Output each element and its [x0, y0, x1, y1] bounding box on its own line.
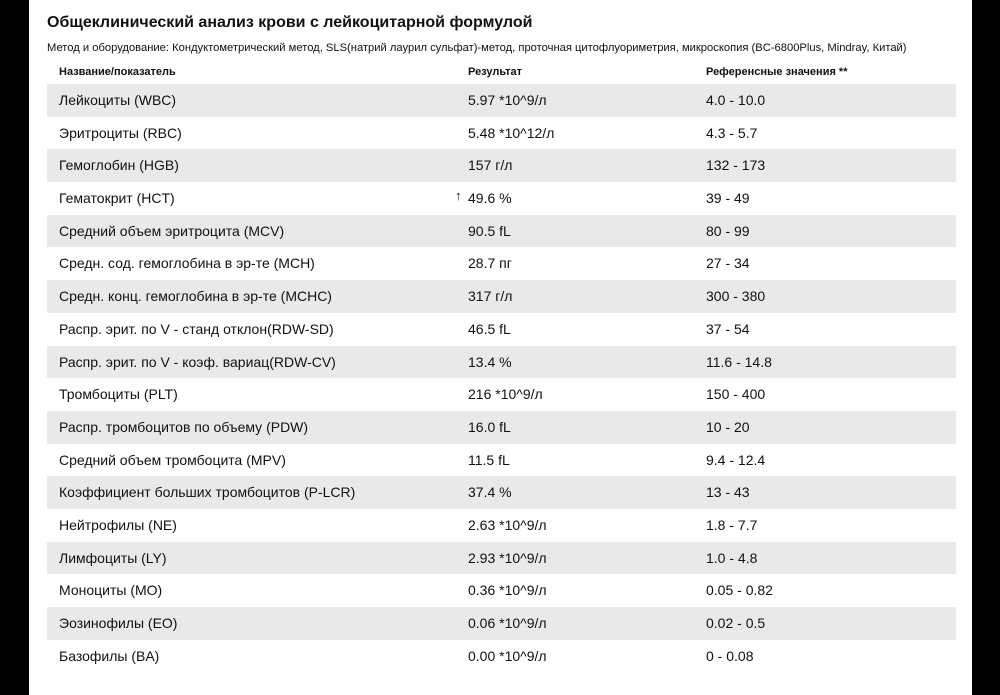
table-row: Моноциты (MO) 0.36 *10^9/л 0.05 - 0.82 — [47, 574, 956, 607]
parameter-name: Распр. эрит. по V - коэф. вариац(RDW-CV) — [59, 353, 336, 370]
reference-range: 1.8 - 7.7 — [706, 516, 758, 533]
reference-range: 300 - 380 — [706, 288, 766, 305]
result-value: 49.6 % — [468, 190, 512, 207]
table-row: Лейкоциты (WBC) 5.97 *10^9/л 4.0 - 10.0 — [47, 84, 956, 117]
reference-range: 150 - 400 — [706, 386, 766, 403]
table-row: Распр. тромбоцитов по объему (PDW) 16.0 f… — [47, 410, 956, 444]
results-table-body: Лейкоциты (WBC) 5.97 *10^9/л 4.0 - 10.0 Эри… — [47, 84, 956, 672]
table-row: Средн. конц. гемоглобина в эр-те (MCHC) 3… — [47, 280, 956, 313]
reference-range: 0.05 - 0.82 — [706, 582, 773, 599]
table-row: Коэффициент больших тромбоцитов (P-LCR) 3… — [47, 476, 956, 509]
table-row: Базофилы (BA) 0.00 *10^9/л 0 - 0.08 — [47, 640, 956, 673]
table-row: Средний объем эритроцита (MCV) 90.5 fL 80 … — [47, 214, 956, 248]
result-value: 2.63 *10^9/л — [468, 516, 547, 533]
reference-range: 0.02 - 0.5 — [706, 615, 766, 631]
parameter-name: Тромбоциты (PLT) — [59, 386, 178, 403]
method-equipment-note: Метод и оборудование: Кондуктометрически… — [47, 42, 907, 54]
reference-range: 13 - 43 — [706, 484, 750, 501]
parameter-name: Распр. тромбоцитов по объему (PDW) — [59, 418, 309, 435]
table-row: Эозинофилы (EO) 0.06 *10^9/л 0.02 - 0.5 — [47, 607, 956, 640]
reference-range: 10 - 20 — [706, 418, 750, 435]
table-row: Лимфоциты (LY) 2.93 *10^9/л 1.0 - 4.8 — [47, 541, 956, 575]
parameter-name: Лейкоциты (WBC) — [59, 92, 177, 108]
parameter-name: Распр. эрит. по V - станд отклон(RDW-SD) — [59, 320, 334, 337]
table-row: Гематокрит (HCT) ↑ 49.6 % 39 - 49 — [47, 182, 956, 215]
parameter-name: Базофилы (BA) — [59, 647, 160, 664]
result-value: 11.5 fL — [468, 451, 510, 468]
reference-range: 1.0 - 4.8 — [706, 549, 758, 566]
reference-range: 132 - 173 — [706, 157, 766, 174]
column-header-result: Результат — [468, 66, 523, 78]
parameter-name: Моноциты (MO) — [59, 582, 163, 599]
reference-range: 0 - 0.08 — [706, 647, 754, 664]
column-header-name: Название/показатель — [59, 66, 176, 78]
result-value: 157 г/л — [468, 157, 513, 174]
reference-range: 11.6 - 14.8 — [706, 353, 772, 370]
parameter-name: Средн. конц. гемоглобина в эр-те (MCHC) — [59, 288, 332, 305]
reference-range: 80 - 99 — [706, 222, 750, 239]
result-value: 13.4 % — [468, 353, 512, 370]
result-value: 216 *10^9/л — [468, 386, 543, 403]
result-value: 16.0 fL — [468, 418, 511, 435]
table-row: Распр. эрит. по V - станд отклон(RDW-SD)… — [47, 313, 956, 346]
result-value: 37.4 % — [468, 484, 512, 501]
result-value: 5.97 *10^9/л — [468, 92, 547, 108]
lab-report-page: Общеклинический анализ крови с лейкоцита… — [29, 0, 972, 695]
result-value: 0.06 *10^9/л — [468, 615, 547, 631]
parameter-name: Лимфоциты (LY) — [59, 549, 167, 566]
reference-range: 4.3 - 5.7 — [706, 124, 758, 141]
parameter-name: Нейтрофилы (NE) — [59, 516, 177, 533]
result-value: 46.5 fL — [468, 320, 511, 337]
reference-range: 39 - 49 — [706, 190, 750, 207]
table-row: Средн. сод. гемоглобина в эр-те (MCH) 28.… — [47, 247, 956, 280]
column-header-reference: Референсные значения ** — [706, 66, 848, 78]
parameter-name: Средний объем эритроцита (MCV) — [59, 222, 285, 239]
parameter-name: Коэффициент больших тромбоцитов (P-LCR) — [59, 484, 356, 501]
result-value: 28.7 пг — [468, 255, 512, 272]
reference-range: 37 - 54 — [706, 320, 750, 337]
table-row: Тромбоциты (PLT) 216 *10^9/л 150 - 400 — [47, 378, 956, 411]
reference-range: 4.0 - 10.0 — [706, 92, 766, 108]
table-row: Распр. эрит. по V - коэф. вариац(RDW-CV)… — [47, 345, 956, 379]
result-value: 2.93 *10^9/л — [468, 549, 547, 566]
table-row: Нейтрофилы (NE) 2.63 *10^9/л 1.8 - 7.7 — [47, 509, 956, 542]
result-value: 0.36 *10^9/л — [468, 582, 547, 599]
result-value: 90.5 fL — [468, 222, 511, 239]
result-value: 317 г/л — [468, 288, 513, 305]
reference-range: 9.4 - 12.4 — [706, 451, 766, 468]
table-row: Гемоглобин (HGB) 157 г/л 132 - 173 — [47, 149, 956, 183]
reference-range: 27 - 34 — [706, 255, 750, 272]
parameter-name: Эозинофилы (EO) — [59, 615, 178, 631]
table-row: Средний объем тромбоцита (MPV) 11.5 fL 9.4… — [47, 444, 956, 477]
table-header: Название/показатель Результат Референсны… — [47, 66, 956, 82]
result-value: 5.48 *10^12/л — [468, 124, 555, 141]
parameter-name: Средний объем тромбоцита (MPV) — [59, 451, 286, 468]
parameter-name: Эритроциты (RBC) — [59, 124, 182, 141]
parameter-name: Гематокрит (HCT) — [59, 190, 175, 207]
parameter-name: Средн. сод. гемоглобина в эр-те (MCH) — [59, 255, 315, 272]
parameter-name: Гемоглобин (HGB) — [59, 157, 179, 174]
report-title: Общеклинический анализ крови с лейкоцита… — [47, 14, 533, 31]
result-value: 0.00 *10^9/л — [468, 647, 547, 664]
above-range-arrow-icon: ↑ — [455, 188, 462, 204]
table-row: Эритроциты (RBC) 5.48 *10^12/л 4.3 - 5.7 — [47, 117, 956, 150]
